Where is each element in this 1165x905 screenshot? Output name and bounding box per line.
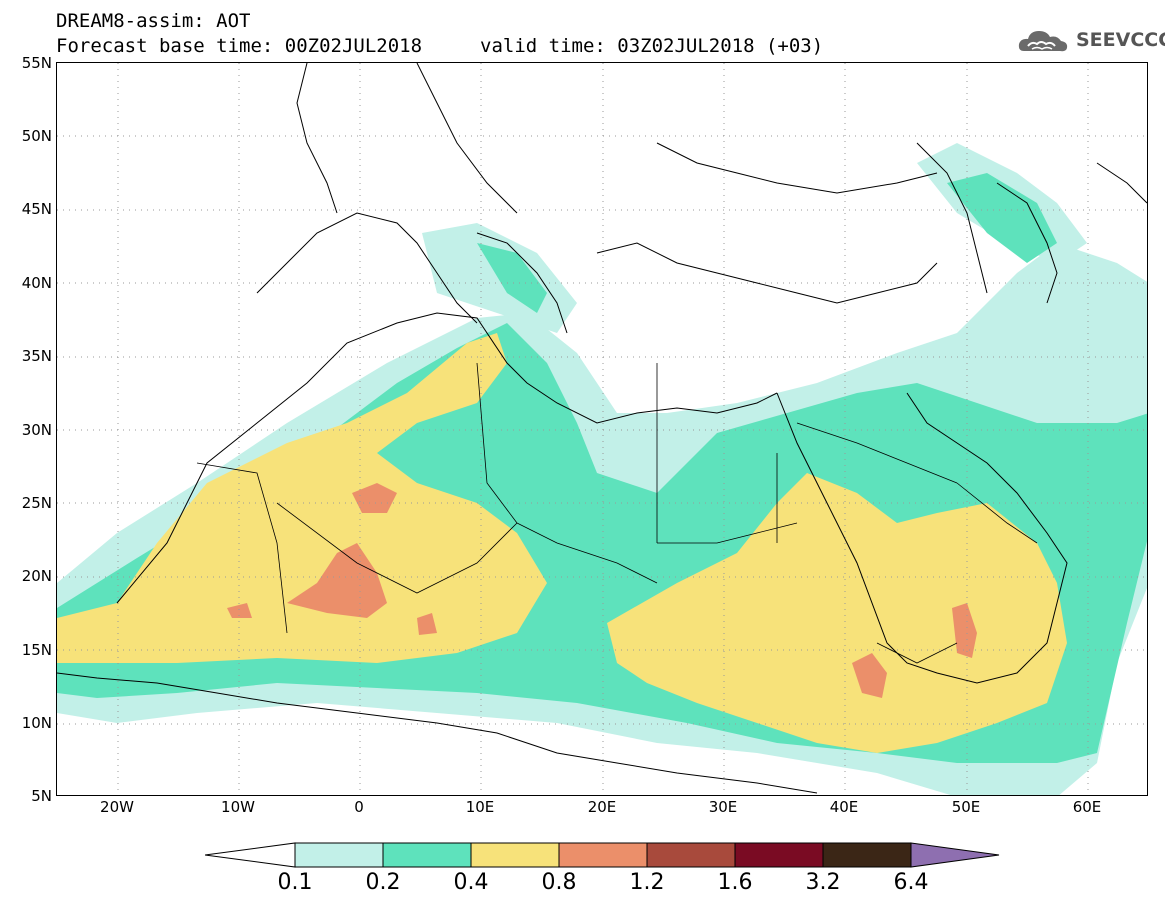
colorbar-label: 0.4	[453, 870, 489, 895]
colorbar-segment	[822, 842, 912, 868]
lat-label: 35N	[21, 347, 52, 365]
lat-label: 50N	[21, 127, 52, 145]
lat-label: 30N	[21, 421, 52, 439]
colorbar-label: 0.8	[541, 870, 577, 895]
lon-label: 50E	[951, 798, 981, 816]
colorbar-label: 3.2	[805, 870, 841, 895]
lat-label: 25N	[21, 494, 52, 512]
seevccc-logo	[1018, 25, 1158, 57]
lat-label: 45N	[21, 200, 52, 218]
forecast-base-time: Forecast base time: 00Z02JUL2018	[56, 35, 423, 57]
colorbar-segment	[558, 842, 648, 868]
country-borders	[196, 362, 1038, 664]
graticule	[57, 63, 1147, 795]
lon-label: 20W	[100, 798, 134, 816]
aot-map	[57, 63, 1147, 795]
colorbar-segment	[470, 842, 560, 868]
lat-label: 15N	[21, 641, 52, 659]
lon-label: 10W	[221, 798, 255, 816]
aot-contour-0-8	[227, 483, 977, 698]
map-area[interactable]	[56, 62, 1148, 796]
cloud-icon	[1018, 31, 1068, 52]
colorbar-segment	[734, 842, 824, 868]
lon-label: 60E	[1072, 798, 1102, 816]
colorbar-segment	[382, 842, 472, 868]
colorbar-label: 1.6	[717, 870, 753, 895]
colorbar-segment	[294, 842, 384, 868]
colorbar-under-arrow	[205, 842, 296, 868]
map-title: DREAM8-assim: AOT	[56, 10, 251, 32]
lon-label: 20E	[587, 798, 617, 816]
lon-label: 10E	[465, 798, 495, 816]
colorbar-label: 6.4	[893, 870, 929, 895]
colorbar-over-arrow	[910, 842, 1000, 868]
colorbar	[205, 842, 1000, 868]
colorbar-label: 0.1	[277, 870, 313, 895]
lat-label: 40N	[21, 274, 52, 292]
lon-label: 40E	[829, 798, 859, 816]
valid-time: valid time: 03Z02JUL2018 (+03)	[480, 35, 824, 57]
colorbar-label: 1.2	[629, 870, 665, 895]
lat-label: 55N	[21, 54, 52, 72]
logo-text: SEEVCCC	[1076, 29, 1165, 51]
lon-label: 30E	[708, 798, 738, 816]
lat-label: 20N	[21, 567, 52, 585]
colorbar-segment	[646, 842, 736, 868]
lat-label: 10N	[21, 714, 52, 732]
lon-label: 0	[354, 798, 364, 816]
lat-label: 5N	[31, 787, 52, 805]
aot-contour-0-4	[57, 333, 1067, 753]
coastlines	[57, 63, 1147, 794]
colorbar-label: 0.2	[365, 870, 401, 895]
